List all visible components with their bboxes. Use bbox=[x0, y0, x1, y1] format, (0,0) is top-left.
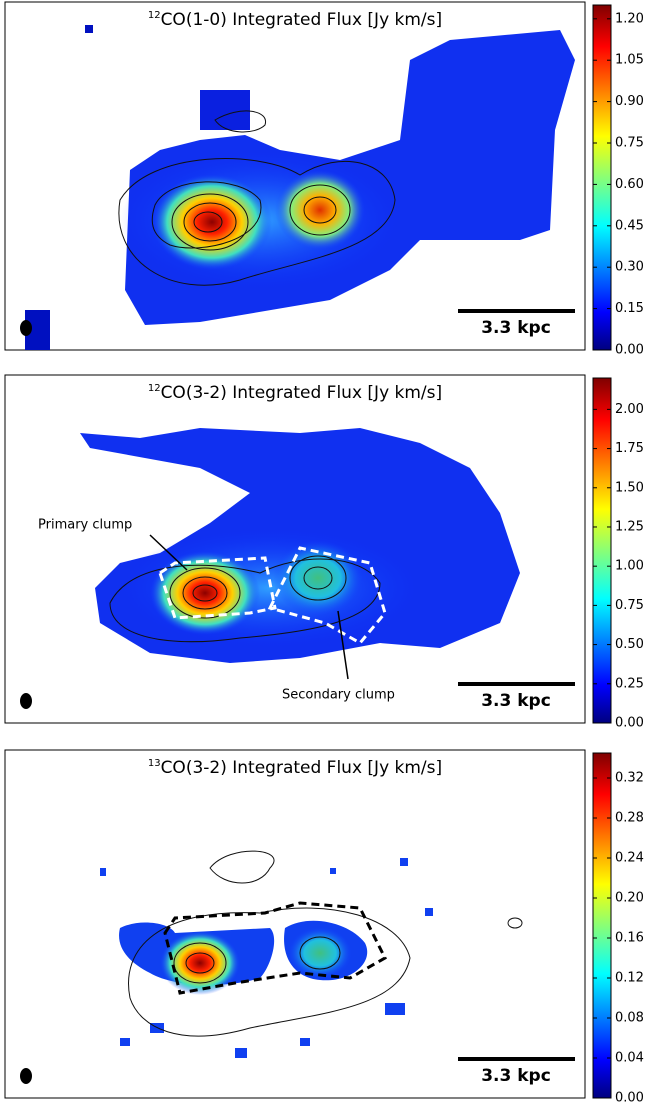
title-superscript: 12 bbox=[148, 383, 161, 394]
arrow bbox=[337, 610, 349, 680]
colorbar-tick-label: 0.08 bbox=[615, 1011, 644, 1026]
colorbar-tick-label: 0.30 bbox=[615, 260, 644, 275]
colorbar-tick-label: 0.00 bbox=[615, 1091, 644, 1103]
colorbar-tick-label: 0.32 bbox=[615, 771, 644, 786]
colorbar-tick-label: 0.28 bbox=[615, 811, 644, 826]
title-superscript: 12 bbox=[148, 10, 161, 21]
colorbar-tick-label: 0.04 bbox=[615, 1051, 644, 1066]
beam bbox=[20, 693, 32, 709]
colorbar-tick-label: 0.60 bbox=[615, 177, 644, 192]
clump bbox=[275, 170, 365, 250]
beam bbox=[20, 320, 32, 336]
panel: 12CO(1-0) Integrated Flux [Jy km/s] 3.3 k… bbox=[4, 1, 644, 358]
colorbar bbox=[592, 377, 612, 724]
colorbar-tick-label: 0.15 bbox=[615, 301, 644, 316]
colorbar-tick-label: 1.50 bbox=[615, 480, 644, 495]
contours bbox=[109, 555, 381, 643]
annotation: Primary clump bbox=[38, 518, 132, 533]
annotation: Secondary clump bbox=[282, 688, 395, 703]
colorbar bbox=[592, 4, 612, 351]
colorbar-tick-label: 1.25 bbox=[615, 519, 644, 534]
scale-bar-label: 3.3 kpc bbox=[481, 691, 551, 711]
colorbar-tick-label: 0.90 bbox=[615, 94, 644, 109]
colorbar-tick-label: 0.25 bbox=[615, 676, 644, 691]
colorbar-tick-label: 0.20 bbox=[615, 891, 644, 906]
scale-bar-label: 3.3 kpc bbox=[481, 1066, 551, 1086]
colorbar-tick-label: 2.00 bbox=[615, 402, 644, 417]
colorbar-tick-label: 1.75 bbox=[615, 441, 644, 456]
colorbar-tick-label: 0.75 bbox=[615, 598, 644, 613]
panel-title: 12CO(3-2) Integrated Flux [Jy km/s] bbox=[148, 383, 442, 403]
colorbar-tick-label: 0.00 bbox=[615, 716, 644, 731]
colorbar-tick-label: 0.75 bbox=[615, 136, 644, 151]
panel: Primary clump Secondary clump 12CO(3-2) … bbox=[4, 374, 644, 731]
panel-title: 12CO(1-0) Integrated Flux [Jy km/s] bbox=[148, 10, 442, 30]
region bbox=[267, 546, 387, 645]
clump bbox=[152, 174, 272, 270]
scale-bar-label: 3.3 kpc bbox=[481, 318, 551, 338]
beam bbox=[20, 1068, 32, 1084]
colorbar-tick-label: 0.12 bbox=[615, 971, 644, 986]
panel: 13CO(3-2) Integrated Flux [Jy km/s] 3.3 k… bbox=[4, 749, 644, 1106]
colorbar bbox=[592, 752, 612, 1099]
region bbox=[163, 901, 387, 995]
colorbar-tick-label: 1.00 bbox=[615, 559, 644, 574]
colorbar-tick-label: 0.45 bbox=[615, 218, 644, 233]
title-text: CO(3-2) Integrated Flux [Jy km/s] bbox=[161, 758, 443, 778]
contours bbox=[118, 110, 396, 286]
title-superscript: 13 bbox=[148, 758, 161, 769]
panel-title: 13CO(3-2) Integrated Flux [Jy km/s] bbox=[148, 758, 442, 778]
colorbar-tick-label: 0.24 bbox=[615, 851, 644, 866]
title-text: CO(3-2) Integrated Flux [Jy km/s] bbox=[161, 383, 443, 403]
clump bbox=[160, 931, 240, 995]
colorbar-tick-label: 1.05 bbox=[615, 53, 644, 68]
title-text: CO(1-0) Integrated Flux [Jy km/s] bbox=[161, 10, 443, 30]
arrow bbox=[149, 534, 188, 571]
contours bbox=[128, 850, 523, 1037]
colorbar-tick-label: 0.00 bbox=[615, 343, 644, 358]
emission bbox=[200, 90, 250, 130]
colorbar-tick-label: 0.50 bbox=[615, 637, 644, 652]
emission bbox=[85, 25, 93, 33]
region bbox=[158, 556, 277, 620]
colorbar-tick-label: 1.20 bbox=[615, 11, 644, 26]
clump bbox=[288, 927, 352, 979]
colorbar-tick-label: 0.16 bbox=[615, 931, 644, 946]
